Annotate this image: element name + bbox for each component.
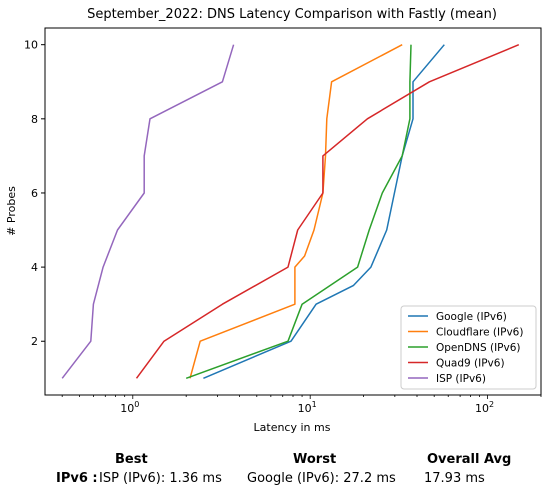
best-header: Best: [115, 452, 148, 467]
avg-value: 17.93 ms: [424, 471, 485, 486]
legend-label-2: Cloudflare (IPv6): [436, 327, 523, 339]
series-line-5: [61, 44, 235, 379]
x-axis-label: Latency in ms: [254, 421, 331, 434]
x-tick-label: 100: [120, 400, 139, 415]
legend-label-5: ISP (IPv6): [436, 373, 486, 385]
x-tick-label: 101: [298, 400, 317, 415]
y-tick-label: 6: [31, 187, 38, 200]
avg-header: Overall Avg: [427, 452, 512, 467]
legend-frame: [400, 305, 537, 390]
best-value: ISP (IPv6): 1.36 ms: [99, 471, 222, 486]
y-tick-label: 2: [31, 335, 38, 348]
row-label-ipv6: IPv6 :: [56, 471, 98, 486]
series-line-2: [189, 44, 403, 379]
latency-chart: September_2022: DNS Latency Comparison w…: [5, 7, 542, 434]
series-lines: [61, 44, 520, 380]
worst-header: Worst: [293, 452, 337, 467]
x-axis-ticks: 100 101 102: [61, 395, 542, 415]
y-tick-label: 10: [24, 39, 38, 52]
worst-value: Google (IPv6): 27.2 ms: [247, 471, 396, 486]
legend-label-3: OpenDNS (IPv6): [436, 342, 521, 354]
series-line-4: [135, 44, 520, 379]
series-line-1: [203, 44, 445, 379]
series-line-3: [185, 44, 412, 380]
legend-label-4: Quad9 (IPv6): [436, 358, 505, 370]
legend: Google (IPv6) Cloudflare (IPv6) OpenDNS (I…: [400, 305, 537, 390]
chart-title: September_2022: DNS Latency Comparison w…: [87, 7, 497, 22]
legend-label-1: Google (IPv6): [436, 311, 507, 323]
y-axis-ticks: 2 4 6 8 10: [24, 39, 45, 348]
y-axis-label: # Probes: [5, 186, 18, 236]
y-tick-label: 8: [31, 113, 38, 126]
y-tick-label: 4: [31, 261, 38, 274]
x-tick-label: 102: [475, 400, 494, 415]
